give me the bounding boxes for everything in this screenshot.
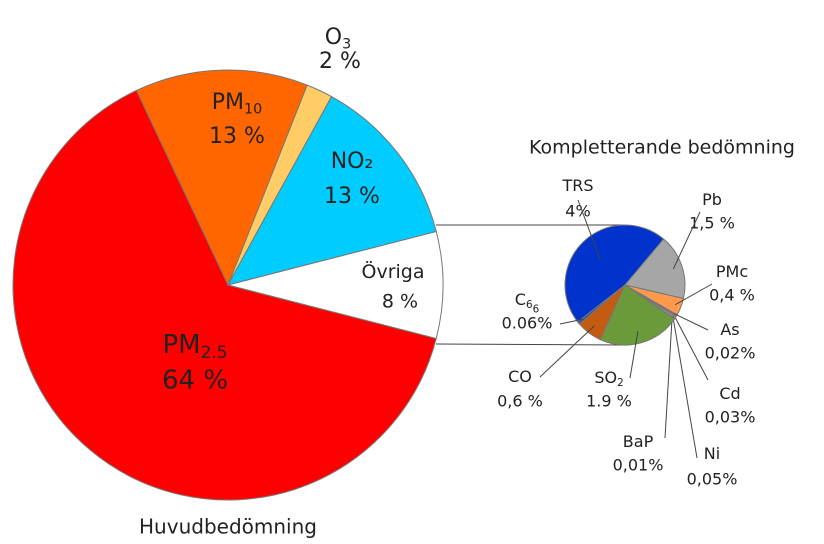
slice-name-subscript: 6 [526,299,533,311]
leader-line [629,331,639,379]
pie-slice [564,224,665,323]
slice-label: SO2 [594,368,623,389]
slice-name: PM [212,90,244,115]
slice-name-subscript: 2.5 [201,342,228,362]
leader-line [559,318,584,325]
pie-slice [227,230,444,340]
slice-label: CO [508,367,532,386]
slice-value-label: 2 % [319,49,361,74]
slice-value-label: 8 % [382,291,418,313]
slice-name: O [325,25,342,50]
slice-label: O3 [325,25,351,53]
slice-name: C [515,290,526,309]
pie-slice [577,284,626,325]
slice-name-subscript: 2 [617,377,624,389]
slice-value-label: 0,01% [613,456,664,475]
slice-label: As [720,320,739,339]
slice-name: PM [163,330,201,360]
leader-line [664,317,673,439]
pie-slice [12,89,437,501]
slice-name: CO [508,367,532,386]
slice-label: TRS [561,176,593,195]
leader-line [673,314,709,381]
slice-name-subscript: 3 [342,37,351,53]
slice-label: Pb [702,190,722,209]
slice-name: Övriga [362,260,425,283]
slice-value-label: 1,5 % [689,214,735,233]
slice-value-label: 0,6 % [497,392,543,411]
slice-name-subscript: 10 [244,102,262,118]
slice-label: Ni [704,444,720,463]
slice-value-label: 13 % [324,184,380,209]
leader-line [674,313,709,331]
slice-label: PM2.5 [163,330,228,362]
slice-name: Pb [702,190,722,209]
slice-name: Ni [704,444,720,463]
pie-slice [135,69,308,287]
slice-value-label: 0,03% [705,408,756,427]
slice-label: Övriga [362,260,425,283]
slice-name: Cd [719,384,740,403]
slice-value-label: 13 % [209,124,265,149]
leader-line [672,315,698,459]
chart-title: Huvudbedömning [139,515,317,539]
slice-label: BaP [623,432,654,451]
slice-name: As [720,320,739,339]
slice-value-label: 0,05% [687,470,738,489]
slice-name: PMc [716,262,748,281]
slice-value-label: 4% [565,202,590,221]
slice-name: SO [594,368,617,387]
slice-value-label: 0,02% [705,344,756,363]
pie-slice [599,284,676,346]
leader-line [539,325,595,378]
slice-name: BaP [623,432,654,451]
leader-line [672,211,701,270]
slice-label: C66 [515,290,539,316]
pie-slice [624,238,686,300]
slice-value-label: 64 % [162,366,228,396]
slice-name: TRS [561,176,593,195]
pie-slice [227,95,437,286]
slice-name-subscript: 6 [533,304,540,316]
slice-label: PMc [716,262,748,281]
slice-label: Cd [719,384,740,403]
leader-line [577,199,601,260]
slice-value-label: 1.9 % [586,392,632,411]
leader-line [675,283,713,306]
slice-value-label: 0,4 % [709,286,755,305]
slice-name: NO₂ [331,149,374,174]
slice-label: NO₂ [331,149,374,174]
slice-value-label: 0.06% [502,314,553,333]
connector-line [435,343,626,346]
slice-label: PM10 [212,90,262,118]
chart-title: Kompletterande bedömning [529,137,795,159]
